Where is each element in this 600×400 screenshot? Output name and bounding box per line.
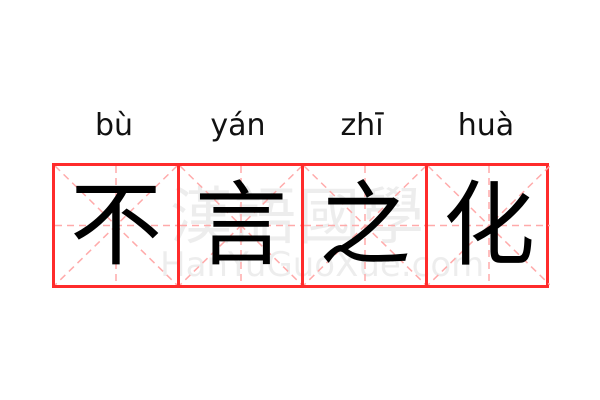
- guide-lines: [180, 166, 302, 285]
- watermark-chars: 漢語國學: [170, 180, 427, 253]
- cell-divider: [425, 166, 428, 285]
- pinyin-4: huà: [457, 108, 515, 143]
- guide-lines: [55, 166, 177, 285]
- guide-lines: [428, 166, 550, 285]
- cell-divider: [177, 166, 180, 285]
- cell-divider: [301, 166, 304, 285]
- character-3: 之: [318, 172, 411, 279]
- character-grid: 不 言 之 化: [52, 163, 552, 288]
- character-4: 化: [442, 172, 535, 279]
- guide-lines: [304, 166, 426, 285]
- character-2: 言: [194, 172, 287, 279]
- pinyin-3: zhī: [340, 108, 384, 143]
- char-cell-3: 之: [304, 166, 428, 285]
- pinyin-1: bù: [94, 108, 134, 143]
- character-1: 不: [69, 172, 162, 279]
- char-cell-1: 不: [55, 166, 179, 285]
- char-cell-4: 化: [428, 166, 552, 285]
- char-cell-2: 言: [180, 166, 304, 285]
- pinyin-2: yán: [210, 108, 266, 143]
